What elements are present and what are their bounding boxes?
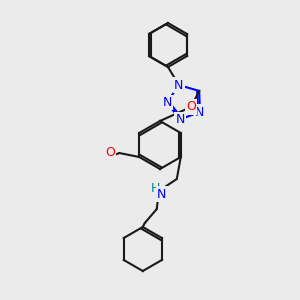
Text: N: N [157, 188, 167, 200]
Text: N: N [195, 106, 205, 118]
Text: O: O [186, 100, 196, 113]
Text: H: H [151, 182, 160, 196]
Text: N: N [162, 96, 172, 109]
Text: N: N [174, 79, 184, 92]
Text: O: O [105, 146, 115, 160]
Text: N: N [176, 113, 185, 126]
